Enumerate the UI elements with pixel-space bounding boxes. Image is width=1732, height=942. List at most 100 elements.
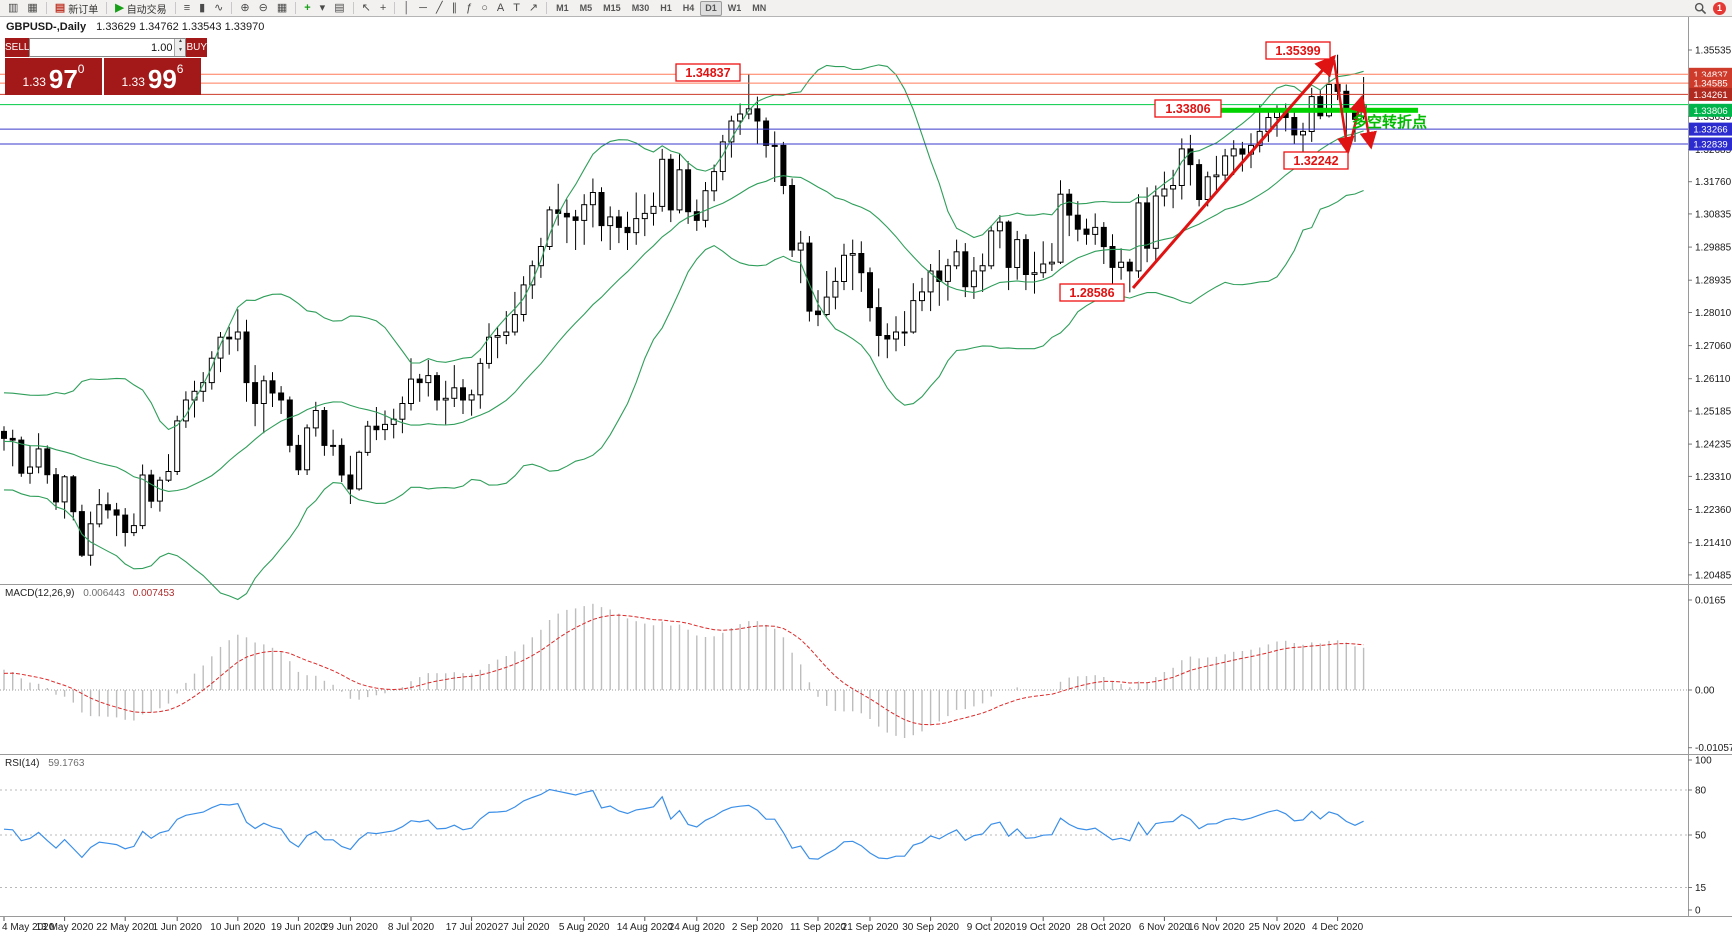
- svg-text:1.32242: 1.32242: [1293, 154, 1338, 168]
- macd-signal-value: 0.007453: [132, 588, 175, 599]
- sell-button[interactable]: SELL: [5, 38, 30, 57]
- autotrading-button[interactable]: ▶ 自动交易: [111, 1, 170, 16]
- svg-text:1.34261: 1.34261: [1693, 90, 1727, 101]
- buy-button[interactable]: BUY: [186, 38, 208, 57]
- text-icon-glyph: A: [496, 1, 505, 14]
- candlestick-chart-icon[interactable]: ▮: [195, 1, 209, 16]
- rsi-value: 59.1763: [48, 758, 85, 769]
- indicators-add-icon[interactable]: +: [300, 1, 314, 16]
- channel-icon-glyph: ∥: [451, 1, 458, 14]
- volume-input[interactable]: [30, 39, 175, 56]
- svg-text:19 Oct 2020: 19 Oct 2020: [1016, 922, 1071, 933]
- svg-text:16 Nov 2020: 16 Nov 2020: [1188, 922, 1245, 933]
- vertical-line-icon[interactable]: │: [399, 1, 414, 16]
- text-icon[interactable]: A: [493, 1, 508, 16]
- arrows-icon[interactable]: ↗: [525, 1, 542, 16]
- timeframe-mn-button-label: MN: [752, 3, 767, 13]
- svg-text:15: 15: [1695, 883, 1707, 894]
- svg-text:1.28935: 1.28935: [1695, 276, 1732, 287]
- chart-note-text[interactable]: 多空转折点: [1352, 113, 1427, 131]
- timeframe-h1-button[interactable]: H1: [655, 1, 677, 16]
- new-chart-icon[interactable]: ▥: [4, 1, 22, 16]
- notifications-badge[interactable]: 1: [1713, 1, 1726, 15]
- timeframe-w1-button[interactable]: W1: [723, 1, 747, 16]
- volume-spinner[interactable]: ▲ ▼: [174, 38, 186, 56]
- svg-text:1.35535: 1.35535: [1695, 46, 1732, 57]
- svg-text:100: 100: [1695, 756, 1712, 767]
- macd-indicator-label: MACD(12,26,9) 0.006443 0.007453: [5, 588, 174, 599]
- price-annotations[interactable]: 1.34837 1.35399 1.33806 1.32242 1.28586: [675, 41, 1349, 302]
- channel-icon[interactable]: ∥: [448, 1, 462, 16]
- line-chart-icon[interactable]: ∿: [210, 1, 227, 16]
- buy-price-button[interactable]: 1.33 99 6: [104, 58, 201, 95]
- svg-text:0: 0: [1695, 906, 1701, 917]
- svg-text:22 May 2020: 22 May 2020: [96, 922, 154, 933]
- new-order-button[interactable]: ▤ 新订单: [51, 1, 102, 16]
- svg-text:1.35399: 1.35399: [1275, 44, 1320, 58]
- bid-price-sup: 0: [77, 62, 85, 76]
- crosshair-icon[interactable]: +: [376, 1, 390, 16]
- support-zone-line[interactable]: [1205, 107, 1418, 113]
- timeframe-h4-button-label: H4: [682, 3, 695, 13]
- zoom-in-icon[interactable]: ⊕: [236, 1, 253, 16]
- zoom-out-icon[interactable]: ⊖: [255, 1, 272, 16]
- bid-price-big: 97: [48, 64, 78, 94]
- one-click-trading-panel: SELL ▲ ▼ BUY 1.33 97 0 1.33 99 6: [5, 38, 208, 95]
- periods-dropdown-glyph: ▾: [319, 1, 326, 14]
- volume-up-icon[interactable]: ▲: [177, 38, 183, 44]
- trend-arrows[interactable]: [1131, 54, 1377, 289]
- arrows-icon-glyph: ↗: [528, 1, 539, 14]
- timeframe-m15-button[interactable]: M15: [598, 1, 626, 16]
- trade-panel-prices: 1.33 97 0 1.33 99 6: [5, 58, 201, 95]
- tile-windows-icon-glyph: ▦: [276, 1, 288, 14]
- trendline-icon[interactable]: ╱: [432, 1, 447, 16]
- profiles-icon[interactable]: ▦: [23, 1, 41, 16]
- timeframe-m1-button[interactable]: M1: [551, 1, 574, 16]
- cursor-icon[interactable]: ↖: [358, 1, 375, 16]
- macd-histogram: [3, 603, 1365, 738]
- svg-text:-0.0105713: -0.0105713: [1695, 743, 1732, 754]
- svg-text:1.34837: 1.34837: [1693, 70, 1727, 81]
- toolbar-separator: [174, 2, 176, 14]
- svg-text:1.33635: 1.33635: [1695, 112, 1732, 123]
- svg-text:1.33266: 1.33266: [1693, 125, 1727, 136]
- ask-price-prefix: 1.33: [121, 75, 145, 89]
- timeframe-mn-button[interactable]: MN: [747, 1, 771, 16]
- new-order-button-label: 新订单: [68, 4, 99, 16]
- svg-text:1.33806: 1.33806: [1165, 102, 1210, 116]
- fibonacci-icon[interactable]: ƒ: [462, 1, 476, 16]
- timeframe-m30-button[interactable]: M30: [627, 1, 655, 16]
- svg-text:1.30835: 1.30835: [1695, 209, 1732, 220]
- toolbar: ▥ ▦ ▤ 新订单 ▶ 自动交易 ≡ ▮ ∿ ⊕ ⊖ ▦ + ▾ ▤ ↖ + │ ─ ╱ ∥ ƒ ○ A T ↗ M1 M5 M15 M3…: [0, 0, 1732, 17]
- bar-chart-icon[interactable]: ≡: [180, 1, 194, 16]
- new-order-glyph: ▤: [54, 1, 66, 14]
- text-label-icon[interactable]: T: [509, 1, 524, 16]
- search-icon[interactable]: [1694, 2, 1707, 15]
- tile-windows-icon[interactable]: ▦: [273, 1, 291, 16]
- trendline-icon-glyph: ╱: [435, 1, 443, 14]
- horizontal-lines: [0, 73, 1688, 145]
- timeframe-m5-button[interactable]: M5: [575, 1, 598, 16]
- rsi-indicator-label: RSI(14) 59.1763: [5, 758, 84, 769]
- volume-down-icon[interactable]: ▼: [177, 46, 183, 53]
- timeframe-d1-button[interactable]: D1: [700, 0, 722, 16]
- svg-text:1.20485: 1.20485: [1695, 570, 1732, 581]
- svg-text:8 Jul 2020: 8 Jul 2020: [388, 922, 435, 933]
- horizontal-line-icon[interactable]: ─: [415, 1, 431, 16]
- sell-price-button[interactable]: 1.33 97 0: [5, 58, 102, 95]
- cursor-icon-glyph: ↖: [361, 1, 371, 14]
- zoom-out-icon-glyph: ⊖: [258, 1, 268, 14]
- text-label-icon-glyph: T: [513, 1, 520, 14]
- timeframe-w1-button-label: W1: [727, 3, 742, 13]
- timeframe-h4-button[interactable]: H4: [678, 1, 700, 16]
- periods-dropdown[interactable]: ▾: [316, 1, 330, 16]
- shapes-icon[interactable]: ○: [477, 1, 492, 16]
- svg-text:1.28010: 1.28010: [1695, 308, 1732, 319]
- autotrading-button-label: 自动交易: [126, 4, 167, 16]
- vertical-line-icon-glyph: │: [403, 1, 411, 14]
- svg-text:0.00: 0.00: [1695, 686, 1715, 697]
- templates-icon[interactable]: ▤: [330, 1, 348, 16]
- svg-text:1.34837: 1.34837: [685, 66, 730, 80]
